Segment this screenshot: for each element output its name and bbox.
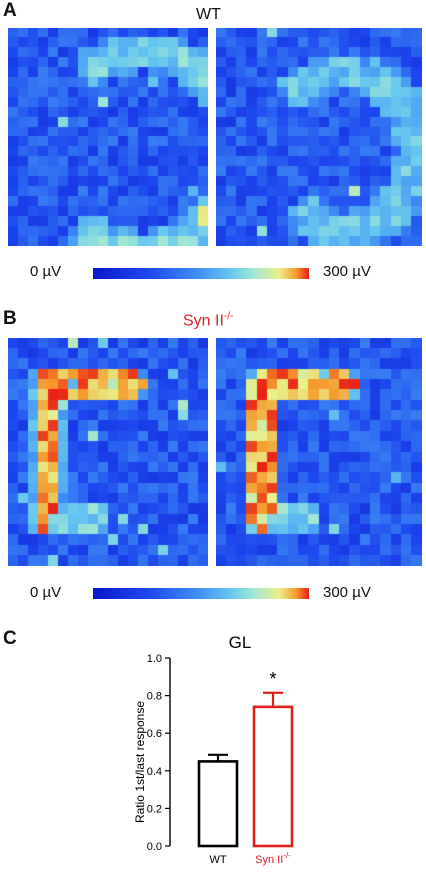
colorbar-a xyxy=(93,268,309,279)
y-tick-label: 0.8 xyxy=(147,691,162,703)
y-tick-label: 1.0 xyxy=(147,653,162,665)
significance-asterisk: * xyxy=(269,669,276,689)
chart-title: GL xyxy=(229,633,252,652)
heatmap-synii-left xyxy=(8,338,208,566)
bar-wt xyxy=(197,760,239,848)
panel-a-letter: A xyxy=(3,0,17,21)
colorbar-a-min-label: 0 µV xyxy=(30,263,62,280)
panel-c-letter: C xyxy=(3,628,17,649)
y-tick-label: 0.2 xyxy=(147,803,162,815)
panel-b-title: Syn II-/- xyxy=(183,311,233,330)
y-axis-label: Ratio 1st/last response xyxy=(133,701,147,823)
panel-b-title-main: Syn II xyxy=(183,312,224,330)
heatmap-wt-right xyxy=(216,28,422,246)
colorbar-b xyxy=(93,588,309,599)
heatmap-synii-right xyxy=(216,338,422,566)
colorbar-a-max-label: 300 µV xyxy=(323,263,371,280)
y-tick-label: 0.6 xyxy=(147,728,162,740)
y-tick-label: 0.0 xyxy=(147,841,162,853)
heatmap-wt-left xyxy=(8,28,208,246)
panel-b-title-sup: -/- xyxy=(223,311,234,322)
colorbar-b-max-label: 300 µV xyxy=(323,584,371,601)
panel-b-letter: B xyxy=(3,308,17,329)
panel-a-title: WT xyxy=(196,6,221,23)
y-tick-label: 0.4 xyxy=(147,766,162,778)
x-tick-label: WT xyxy=(209,854,226,866)
bar-synii xyxy=(252,705,294,848)
x-tick-label: Syn II-/- xyxy=(255,851,291,866)
colorbar-b-min-label: 0 µV xyxy=(30,584,62,601)
bar-chart: GL Ratio 1st/last response 0.00.20.40.60… xyxy=(133,633,294,866)
chart-plot-area: 0.0 0.2 0.4 0.6 0.8 1.0 WT Syn II-/- * xyxy=(147,653,294,866)
